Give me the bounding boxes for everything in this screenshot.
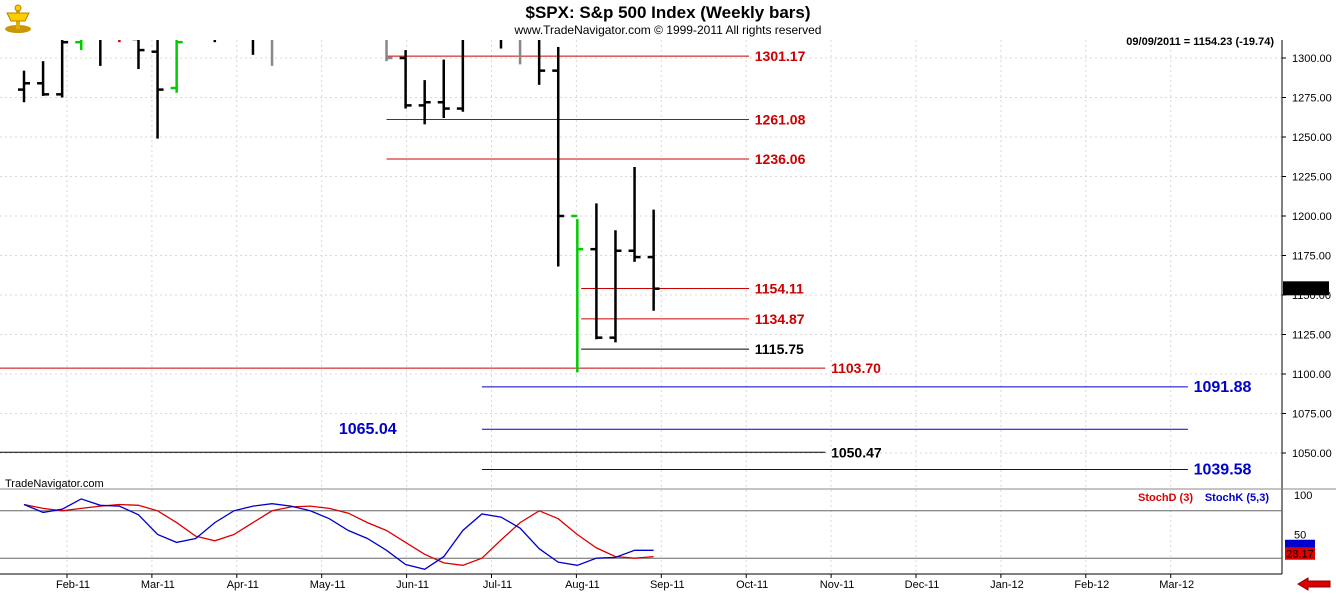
ohlc-bar — [361, 0, 373, 31]
stochastic-grid — [0, 490, 1282, 574]
x-tick-label: Jun-11 — [396, 579, 429, 591]
level-label: 1050.47 — [831, 444, 882, 460]
scroll-right-arrow-icon[interactable] — [1297, 577, 1331, 591]
stochastic-y-axis: 100 50 28.17 — [1285, 490, 1315, 561]
ohlc-bar — [628, 167, 641, 262]
ohlc-bar — [99, 40, 102, 66]
x-tick-label: Aug-11 — [565, 579, 600, 591]
y-tick-label: 1175.00 — [1292, 251, 1331, 263]
legend-stochk: StochK (5,3) — [1205, 492, 1270, 504]
level-label: 1103.70 — [831, 360, 881, 376]
price-bars — [18, 0, 660, 373]
ohlc-bar — [552, 46, 565, 267]
stochastic-panel: 100 50 28.17 StochD (3) StochK (5,3) — [0, 490, 1315, 574]
x-axis: Feb-11 Mar-11 Apr-11 May-11 Jun-11 Jul-11 Aug-… — [0, 573, 1282, 591]
ohlc-bar — [499, 40, 503, 49]
ohlc-bar — [118, 40, 121, 43]
chart-subtitle: www.TradeNavigator.com © 1999-2011 All r… — [514, 23, 822, 37]
level-label: 1301.17 — [755, 48, 806, 64]
stoch-series-line — [23, 503, 654, 566]
ohlc-bar — [647, 209, 660, 311]
level-label: 1065.04 — [339, 421, 397, 438]
ohlc-bar — [537, 40, 546, 85]
ohlc-bar — [132, 40, 145, 70]
ohlc-bar — [418, 80, 431, 125]
x-tick-label: Jul-11 — [483, 579, 512, 591]
status-text: 09/09/2011 = 1154.23 (-19.74) — [1126, 36, 1274, 48]
y-tick-label: 1100.00 — [1292, 369, 1331, 381]
ohlc-bar — [270, 40, 274, 66]
ohlc-bar — [170, 40, 183, 93]
ohlc-bar — [399, 50, 412, 109]
ohlc-bar — [518, 40, 522, 65]
level-label: 1134.87 — [755, 311, 805, 327]
level-label: 1236.06 — [755, 151, 806, 167]
ohlc-bar — [56, 40, 69, 98]
stochk-last-box — [1285, 539, 1315, 548]
y-tick-label: 1275.00 — [1292, 93, 1332, 105]
ohlc-bar — [251, 40, 255, 55]
y-tick-label: 1225.00 — [1292, 172, 1332, 184]
x-tick-label: Apr-11 — [227, 579, 259, 591]
ohlc-bar — [571, 214, 584, 373]
stoch-series-line — [23, 498, 654, 571]
stochd-last-box — [1285, 547, 1315, 560]
x-tick-label: May-11 — [310, 579, 346, 591]
y-tick-label: 1200.00 — [1292, 211, 1332, 223]
ohlc-bar — [18, 70, 30, 103]
level-label: 1115.75 — [755, 341, 804, 357]
ohlc-bar — [75, 40, 83, 51]
level-label: 1091.88 — [1194, 379, 1252, 396]
price-grid — [0, 40, 1282, 488]
level-label: 1039.58 — [1194, 461, 1252, 478]
ohlc-bar — [590, 203, 603, 340]
stoch-y-tick-label: 50 — [1294, 530, 1306, 542]
level-label: 1154.11 — [755, 281, 804, 297]
price-y-axis: 1300.00 1275.00 1250.00 1225.00 1200.00 1175.… — [0, 40, 1336, 574]
x-tick-label: Oct-11 — [736, 579, 768, 591]
legend-stochd: StochD (3) — [1138, 492, 1193, 504]
price-panel: 1301.17 1261.08 1236.06 1154.11 1134.87 1115.… — [0, 0, 1336, 574]
level-label: 1261.08 — [755, 111, 806, 127]
x-tick-label: Feb-11 — [56, 579, 90, 591]
ohlc-bar — [151, 40, 164, 139]
y-tick-label: 1300.00 — [1292, 53, 1332, 65]
header: $SPX: S&p 500 Index (Weekly bars) www.Tr… — [5, 3, 821, 37]
y-tick-label: 1075.00 — [1292, 409, 1332, 421]
x-tick-label: Mar-12 — [1159, 579, 1194, 591]
ohlc-bar — [437, 59, 450, 119]
stochd-last-label: 28.17 — [1286, 549, 1314, 561]
x-tick-label: Sep-11 — [650, 579, 685, 591]
y-tick-label: 1050.00 — [1292, 448, 1332, 460]
x-tick-label: Jan-12 — [990, 579, 1024, 591]
last-price-label: 1154.23 — [1287, 283, 1326, 295]
chart-title: $SPX: S&p 500 Index (Weekly bars) — [525, 3, 810, 22]
last-price-box — [1283, 281, 1329, 296]
stochastic-lines — [23, 498, 654, 571]
y-tick-label: 1125.00 — [1292, 330, 1331, 342]
x-tick-label: Feb-12 — [1074, 579, 1109, 591]
ohlc-bar — [456, 40, 465, 112]
y-tick-label: 1250.00 — [1292, 132, 1332, 144]
stoch-y-tick-label: 100 — [1294, 490, 1312, 502]
x-tick-label: Dec-11 — [905, 579, 940, 591]
ohlc-bar — [213, 40, 217, 43]
x-tick-label: Mar-11 — [141, 579, 175, 591]
ohlc-bar — [37, 61, 50, 96]
watermark-text: TradeNavigator.com — [5, 478, 104, 490]
ohlc-bar — [609, 230, 622, 343]
x-tick-label: Nov-11 — [820, 579, 855, 591]
ohlc-bar — [385, 40, 393, 62]
price-levels: 1301.17 1261.08 1236.06 1154.11 1134.87 1115.… — [0, 48, 1252, 478]
app-logo-icon — [5, 4, 31, 33]
